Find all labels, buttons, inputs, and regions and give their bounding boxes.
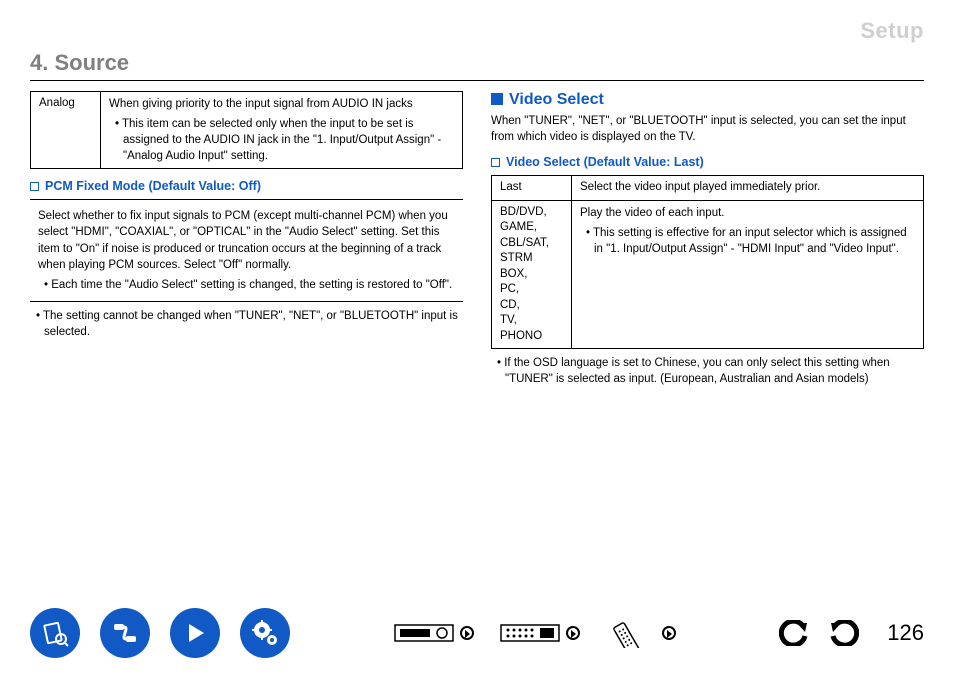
goto-icon [566,626,580,640]
redo-icon[interactable] [829,620,859,646]
footer-nav [394,618,676,648]
cell-desc: When giving priority to the input signal… [101,92,463,169]
square-icon [491,93,503,105]
cell-key: Last [492,176,572,201]
left-column: Analog When giving priority to the input… [30,91,463,388]
goto-icon [460,626,474,640]
table-row: Last Select the video input played immed… [492,176,924,201]
cell-bullet: • This item can be selected only when th… [109,116,454,164]
section-title: 4. Source [30,50,924,76]
cell-desc-text: Play the video of each input. [580,205,915,221]
pcm-heading-text: PCM Fixed Mode (Default Value: Off) [45,179,261,193]
video-select-heading: Video Select [491,91,924,109]
right-column: Video Select When "TUNER", "NET", or "BL… [491,91,924,388]
pcm-box-bullet-text: Each time the "Audio Select" setting is … [51,279,452,291]
section-rule [30,80,924,81]
cell-key: Analog [31,92,101,169]
video-select-sub-text: Video Select (Default Value: Last) [506,155,704,169]
cell-key: BD/DVD, GAME, CBL/SAT, STRM BOX, PC, CD,… [492,200,572,349]
checkbox-icon [491,158,500,167]
video-select-sub[interactable]: Video Select (Default Value: Last) [491,155,924,169]
footer: 126 [0,608,954,658]
receiver-rear-icon[interactable] [500,620,580,646]
video-select-note: • If the OSD language is set to Chinese,… [491,355,924,387]
undo-icon[interactable] [779,620,809,646]
remote-icon[interactable] [606,618,676,648]
receiver-front-icon[interactable] [394,620,474,646]
video-select-intro: When "TUNER", "NET", or "BLUETOOTH" inpu… [491,113,924,145]
cable-icon[interactable] [100,608,150,658]
play-icon[interactable] [170,608,220,658]
cell-bullet-text: This item can be selected only when the … [122,118,441,162]
pcm-note: • The setting cannot be changed when "TU… [30,308,463,340]
goto-icon [662,626,676,640]
pcm-box-bullet: • Each time the "Audio Select" setting i… [38,277,455,293]
manual-icon[interactable] [30,608,80,658]
pcm-box-text: Select whether to fix input signals to P… [38,208,455,272]
rule [30,301,463,302]
analog-table: Analog When giving priority to the input… [30,91,463,169]
checkbox-icon [30,182,39,191]
page-number: 126 [887,620,924,646]
gear-icon[interactable] [240,608,290,658]
cell-desc-text: When giving priority to the input signal… [109,96,454,112]
table-row: Analog When giving priority to the input… [31,92,463,169]
footer-right: 126 [779,620,924,646]
footer-circles [30,608,290,658]
video-select-note-text: If the OSD language is set to Chinese, y… [504,357,889,385]
setup-label: Setup [860,18,924,44]
video-select-heading-text: Video Select [509,91,604,108]
video-select-table: Last Select the video input played immed… [491,175,924,349]
cell-bullet: • This setting is effective for an input… [580,225,915,257]
rule [30,199,463,200]
cell-desc: Play the video of each input. • This set… [572,200,924,349]
cell-bullet-text: This setting is effective for an input s… [593,227,907,255]
cell-desc: Select the video input played immediatel… [572,176,924,201]
pcm-note-text: The setting cannot be changed when "TUNE… [43,310,458,338]
table-row: BD/DVD, GAME, CBL/SAT, STRM BOX, PC, CD,… [492,200,924,349]
pcm-heading[interactable]: PCM Fixed Mode (Default Value: Off) [30,179,463,193]
